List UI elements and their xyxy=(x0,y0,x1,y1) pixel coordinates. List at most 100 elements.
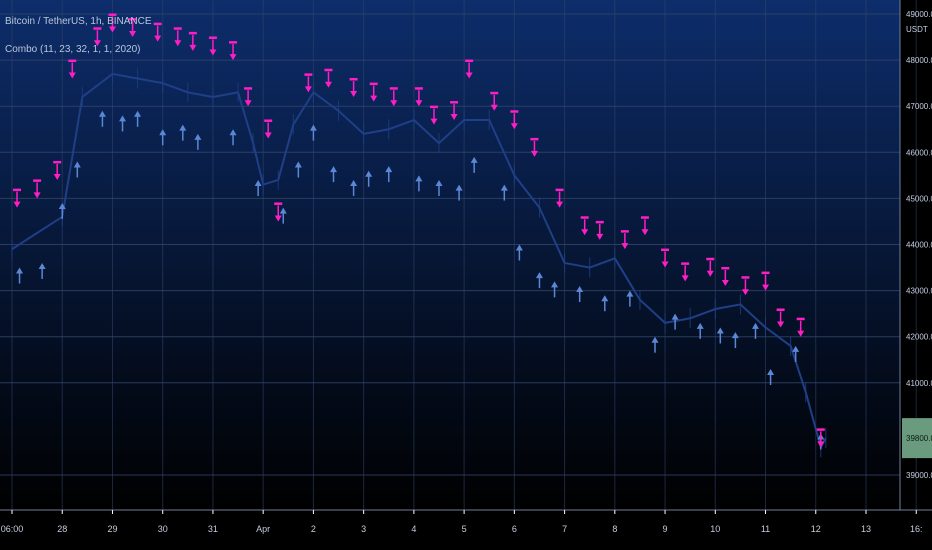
time-tick-label: 8 xyxy=(612,524,617,534)
time-tick-label: 7 xyxy=(562,524,567,534)
sell-arrow-head xyxy=(304,86,312,93)
sell-arrow-head xyxy=(13,201,21,208)
buy-arrow-head xyxy=(279,207,287,214)
buy-arrow-head xyxy=(98,110,106,117)
sell-arrow-bar xyxy=(108,13,117,16)
sell-arrow-bar xyxy=(188,31,197,35)
sell-arrow-head xyxy=(129,31,137,38)
buy-arrow-head xyxy=(576,285,584,292)
time-tick-label: 4 xyxy=(411,524,416,534)
time-tick-label: 12 xyxy=(811,524,821,534)
buy-arrow-head xyxy=(134,110,142,117)
sell-arrow-bar xyxy=(274,202,283,205)
sell-arrow-bar xyxy=(450,101,459,104)
sell-arrow-head xyxy=(596,233,604,240)
sell-arrow-head xyxy=(641,229,649,236)
sell-arrow-bar xyxy=(465,59,474,63)
current-price-box xyxy=(902,418,932,459)
time-tick-label: 5 xyxy=(462,524,467,534)
sell-arrow-head xyxy=(244,100,252,107)
sell-arrow-bar xyxy=(389,87,398,90)
price-tick-label: 48000.00 xyxy=(906,56,932,65)
buy-arrow-head xyxy=(751,322,759,329)
sell-arrow-bar xyxy=(414,87,423,90)
sell-arrow-head xyxy=(777,321,785,328)
time-tick-label: 3 xyxy=(361,524,366,534)
buy-arrow-head xyxy=(696,322,704,329)
buy-arrow-head xyxy=(159,129,167,136)
sell-arrow-head xyxy=(762,284,770,291)
sell-arrow-head xyxy=(706,270,714,277)
sell-arrow-bar xyxy=(796,317,805,321)
time-tick-label: Apr xyxy=(256,524,270,534)
sell-arrow-bar xyxy=(13,188,22,192)
sell-arrow-head xyxy=(324,81,332,88)
buy-arrow-head xyxy=(792,345,800,352)
sell-arrow-head xyxy=(430,118,438,125)
buy-arrow-head xyxy=(500,184,508,191)
current-price-label: 39800.00 xyxy=(906,434,932,443)
buy-arrow-head xyxy=(58,203,66,210)
indicator-legend[interactable]: Combo (11, 23, 32, 1, 1, 2020) xyxy=(5,44,141,55)
sell-arrow-bar xyxy=(530,137,539,141)
buy-arrow-head xyxy=(601,295,609,302)
sell-arrow-bar xyxy=(816,428,825,431)
sell-arrow-head xyxy=(741,289,749,296)
time-tick-label: 6 xyxy=(512,524,517,534)
sell-arrow-bar xyxy=(304,73,313,76)
sell-arrow-bar xyxy=(706,257,715,261)
buy-arrow-head xyxy=(179,124,187,131)
time-tick-label: 29 xyxy=(107,524,117,534)
sell-arrow-head xyxy=(465,72,473,79)
buy-arrow-head xyxy=(330,166,338,173)
sell-arrow-head xyxy=(797,330,805,337)
buy-arrow-head xyxy=(385,166,393,173)
sell-arrow-head xyxy=(189,44,197,51)
sell-arrow-head xyxy=(817,441,825,448)
sell-arrow-bar xyxy=(640,216,649,219)
buy-arrow-head xyxy=(671,313,679,320)
buy-arrow-head xyxy=(716,327,724,334)
sell-arrow-head xyxy=(154,35,162,42)
buy-arrow-head xyxy=(254,179,262,186)
sell-arrow-bar xyxy=(741,276,750,279)
sell-arrow-bar xyxy=(776,308,785,311)
sell-arrow-bar xyxy=(555,188,564,192)
price-tick-label: 43000.00 xyxy=(906,287,932,296)
sell-arrow-head xyxy=(390,100,398,107)
sell-arrow-head xyxy=(209,49,217,56)
time-tick-label: 10 xyxy=(710,524,720,534)
sell-arrow-bar xyxy=(490,91,499,95)
time-tick-label: 30 xyxy=(158,524,168,534)
buy-arrow-head xyxy=(731,332,739,339)
sell-arrow-bar xyxy=(580,216,589,219)
sell-arrow-bar xyxy=(153,22,162,26)
sell-arrow-head xyxy=(350,90,358,97)
buy-arrow-head xyxy=(626,290,634,297)
sell-arrow-bar xyxy=(244,87,253,90)
sell-arrow-head xyxy=(530,150,538,157)
sell-arrow-bar xyxy=(173,27,182,30)
sell-arrow-bar xyxy=(93,27,102,30)
buy-arrow-head xyxy=(415,175,423,182)
buy-arrow-head xyxy=(767,368,775,375)
price-tick-label: 39000.00 xyxy=(906,471,932,480)
price-unit-label: USDT xyxy=(906,25,928,34)
price-tick-label: 46000.00 xyxy=(906,148,932,157)
sell-arrow-bar xyxy=(33,179,42,182)
sell-arrow-head xyxy=(229,54,237,61)
buy-arrow-head xyxy=(435,179,443,186)
sell-arrow-head xyxy=(108,26,116,33)
price-line xyxy=(11,72,827,449)
sell-arrow-bar xyxy=(264,119,273,122)
time-tick-label: 28 xyxy=(57,524,67,534)
price-tick-label: 49000.00 xyxy=(906,10,932,19)
time-tick-label: 13 xyxy=(861,524,871,534)
price-tick-label: 42000.00 xyxy=(906,333,932,342)
sell-arrow-bar xyxy=(324,68,333,72)
buy-arrow-head xyxy=(470,156,478,163)
buy-arrow-head xyxy=(551,281,559,288)
symbol-legend[interactable]: Bitcoin / TetherUS, 1h, BINANCE xyxy=(5,16,152,27)
buy-arrow-head xyxy=(455,184,463,191)
